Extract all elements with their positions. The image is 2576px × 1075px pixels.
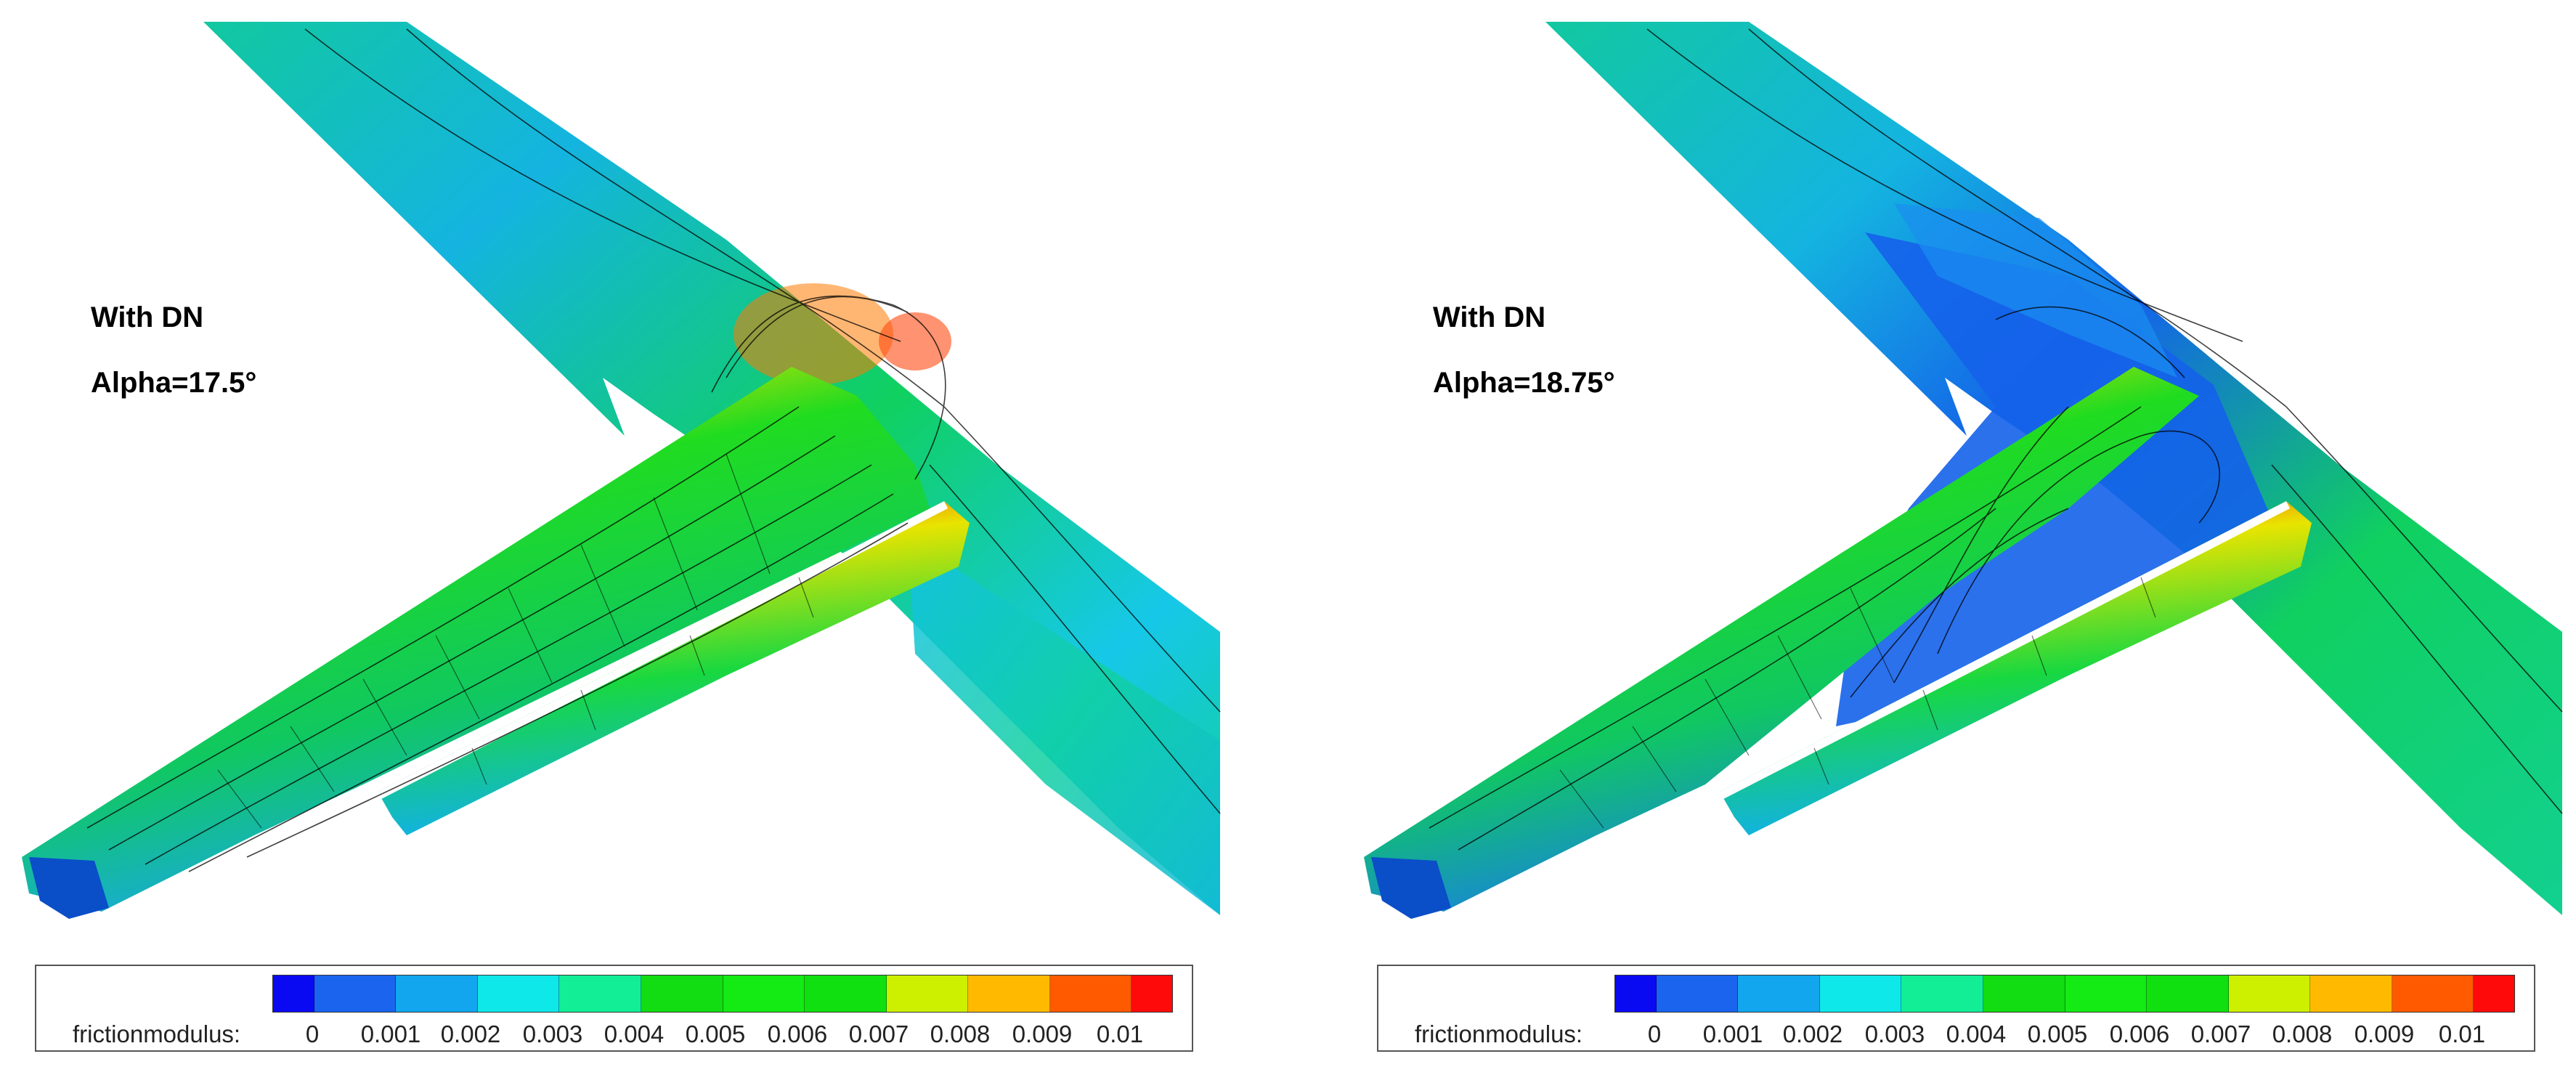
colorbar-tick-label: 0.003 — [522, 1021, 583, 1047]
alpha-label: Alpha=18.75° — [1433, 367, 1615, 399]
colorbar-tick-label: 0.005 — [2027, 1021, 2088, 1047]
colorbar-cell — [477, 975, 560, 1012]
colorbar-cell — [1049, 975, 1132, 1012]
colorbar-tick-label: 0.006 — [767, 1021, 828, 1047]
configuration-label: With DN — [1433, 301, 1546, 333]
colorbar-legend: frictionmodulus: 0 0.001 0.002 0.003 0.0… — [35, 965, 1193, 1052]
colorbar-tick-label: 0.007 — [2190, 1021, 2251, 1047]
colorbar-tick-label: 0.006 — [2109, 1021, 2170, 1047]
colorbar-tick-label: 0.002 — [1782, 1021, 1843, 1047]
colorbar-cell — [2228, 975, 2311, 1012]
colorbar-tick-label: 0 — [305, 1021, 320, 1047]
colorbar-cell — [1819, 975, 1902, 1012]
colorbar-tick-label: 0.002 — [440, 1021, 501, 1047]
colorbar-tick-label: 0 — [1647, 1021, 1662, 1047]
colorbar-cell — [396, 975, 478, 1012]
colorbar-cell — [559, 975, 641, 1012]
panel-alpha-18-75: With DN Alpha=18.75° frictionmodulus: 0 … — [1342, 0, 2576, 1075]
colorbar-tick-label: 0.01 — [2438, 1021, 2486, 1047]
configuration-label: With DN — [91, 301, 204, 333]
colorbar-cell — [2147, 975, 2229, 1012]
colorbar-variable-label: frictionmodulus: — [73, 1021, 241, 1047]
colorbar-tick-label: 0.008 — [930, 1021, 991, 1047]
colorbar-cell — [1901, 975, 1983, 1012]
cfd-surface-view — [1364, 22, 2563, 919]
colorbar-cell — [1983, 975, 2065, 1012]
colorbar-tick-label: 0.001 — [1702, 1021, 1763, 1047]
colorbar-cell — [1656, 975, 1739, 1012]
colorbar-cell — [1615, 975, 1657, 1012]
colorbar-tick-label: 0.003 — [1864, 1021, 1925, 1047]
colorbar-cell — [314, 975, 397, 1012]
colorbar-cell — [1738, 975, 1820, 1012]
colorbar-tick-label: 0.01 — [1096, 1021, 1144, 1047]
colorbar-cell — [886, 975, 969, 1012]
colorbar-tick-label: 0.008 — [2272, 1021, 2333, 1047]
colorbar-cell — [2474, 975, 2514, 1012]
alpha-label: Alpha=17.5° — [91, 367, 257, 399]
colorbar-tick-label: 0.009 — [1012, 1021, 1073, 1047]
colorbar-tick-label: 0.004 — [1946, 1021, 2007, 1047]
colorbar-legend: frictionmodulus: 0 0.001 0.002 0.003 0.0… — [1377, 965, 2535, 1052]
colorbar-cell — [641, 975, 723, 1012]
colorbar-strip — [1614, 975, 2515, 1013]
colorbar-cell — [1131, 975, 1172, 1012]
colorbar-cell — [2392, 975, 2474, 1012]
colorbar-cell — [273, 975, 314, 1012]
colorbar-tick-label: 0.004 — [604, 1021, 665, 1047]
colorbar-tick-label: 0.007 — [848, 1021, 909, 1047]
colorbar-cell — [805, 975, 887, 1012]
colorbar-strip — [272, 975, 1173, 1013]
colorbar-tick-label: 0.009 — [2354, 1021, 2415, 1047]
colorbar-cell — [968, 975, 1050, 1012]
colorbar-cell — [2065, 975, 2148, 1012]
colorbar-cell — [2310, 975, 2392, 1012]
cfd-surface-view — [22, 22, 1221, 919]
panel-alpha-17-5: With DN Alpha=17.5° frictionmodulus: 0 0… — [22, 22, 1221, 1052]
colorbar-tick-label: 0.001 — [360, 1021, 421, 1047]
colorbar-tick-label: 0.005 — [685, 1021, 746, 1047]
colorbar-variable-label: frictionmodulus: — [1415, 1021, 1583, 1047]
colorbar-cell — [723, 975, 805, 1012]
